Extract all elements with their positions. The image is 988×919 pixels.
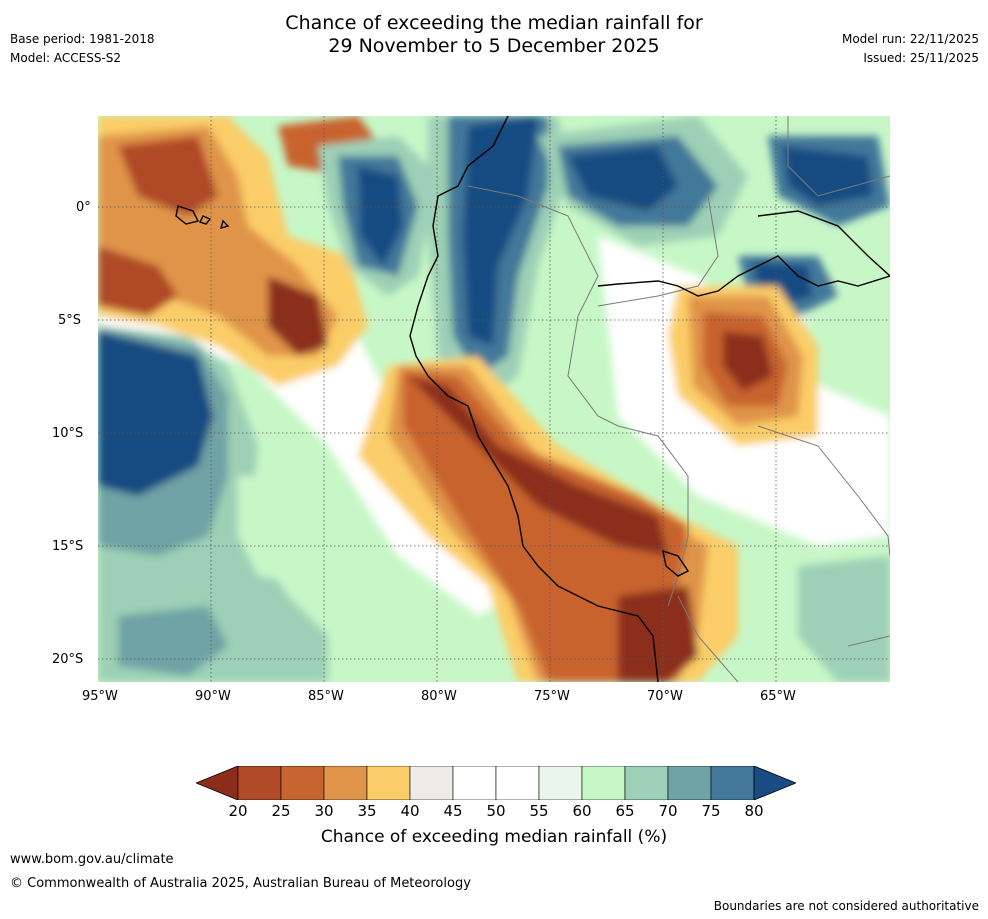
border-colombia-brazil (597, 195, 719, 307)
title-line-2: 29 November to 5 December 2025 (328, 35, 660, 57)
legend-bin-30-35 (323, 766, 368, 800)
coastline (175, 116, 890, 682)
legend-tick-40: 40 (400, 802, 420, 820)
borders (467, 116, 890, 682)
field-very-dry-nw-1 (98, 246, 178, 316)
legend-tick-50: 50 (486, 802, 506, 820)
legend-arrow-low (196, 766, 239, 800)
legend-bin-20-25 (237, 766, 282, 800)
issued-label: Issued: 25/11/2025 (863, 51, 979, 65)
field-very-wet-coastal (463, 116, 538, 346)
x-tick-75w: 75°W (534, 689, 570, 704)
title-line-1: Chance of exceeding the median rainfall … (285, 12, 703, 34)
y-tick-0: 0° (76, 200, 91, 215)
y-tick-5s: 5°S (58, 313, 82, 328)
legend-bin-55-60 (538, 766, 583, 800)
legend-colorbar (196, 766, 796, 800)
legend-tick-60: 60 (572, 802, 592, 820)
field-very-wet-north-central (358, 166, 403, 266)
website-link[interactable]: www.bom.gov.au/climate (10, 852, 174, 867)
legend-bin-60-65 (581, 766, 626, 800)
graticule (98, 116, 890, 682)
legend-bin-45-50 (452, 766, 497, 800)
model-run-label: Model run: 22/11/2025 (841, 32, 979, 46)
galapagos-island-3 (219, 219, 230, 230)
coastline-north-brazil (757, 210, 890, 277)
legend-bin-70-75 (667, 766, 712, 800)
x-tick-95w: 95°W (82, 689, 118, 704)
border-venezuela-guyana (787, 116, 890, 197)
galapagos-island-1 (175, 205, 200, 225)
legend-bin-50-55 (495, 766, 540, 800)
x-tick-70w: 70°W (647, 689, 683, 704)
map-title: Chance of exceeding the median rainfall … (0, 12, 988, 58)
field-extreme-dry-nw (268, 276, 328, 356)
field-very-wet-northeast (568, 146, 678, 211)
legend-arrow-high (753, 766, 796, 800)
legend-tick-70: 70 (658, 802, 678, 820)
legend-title: Chance of exceeding median rainfall (%) (320, 827, 668, 847)
border-peru-bolivia (617, 425, 689, 607)
legend-bin-25-30 (280, 766, 325, 800)
rainfall-probability-map[interactable] (98, 116, 890, 682)
probability-fields (98, 116, 890, 682)
legend-tick-80: 80 (744, 802, 764, 820)
legend-tick-55: 55 (529, 802, 549, 820)
model-label: Model: ACCESS-S2 (10, 51, 122, 65)
y-tick-15s: 15°S (52, 539, 84, 554)
x-tick-90w: 90°W (195, 689, 231, 704)
lake-titicaca (662, 549, 690, 577)
legend-tick-20: 20 (228, 802, 248, 820)
border-paraguay (847, 635, 890, 647)
legend-bin-65-70 (624, 766, 669, 800)
y-tick-20s: 20°S (52, 652, 84, 667)
legend-bin-35-40 (366, 766, 411, 800)
coastline-pacific (409, 116, 659, 682)
legend-tick-25: 25 (271, 802, 291, 820)
legend-bin-40-45 (409, 766, 454, 800)
x-tick-85w: 85°W (308, 689, 344, 704)
x-tick-65w: 65°W (760, 689, 796, 704)
x-tick-80w: 80°W (421, 689, 457, 704)
legend-bin-75-80 (710, 766, 755, 800)
field-very-wet-far-northeast (783, 146, 873, 206)
disclaimer-text: Boundaries are not considered authoritat… (713, 899, 979, 913)
border-ecuador-peru (467, 185, 619, 427)
field-very-dry-nw-2 (118, 136, 218, 216)
border-bolivia-brazil (757, 425, 890, 557)
field-very-wet-west (98, 331, 213, 496)
field-wet-southeast (798, 556, 890, 682)
legend-tick-30: 30 (314, 802, 334, 820)
legend-tick-65: 65 (615, 802, 635, 820)
y-tick-10s: 10°S (52, 426, 84, 441)
legend-tick-35: 35 (357, 802, 377, 820)
field-wet-southwest (118, 606, 228, 676)
field-very-dry-coastal (403, 371, 688, 682)
field-moist-southwest (238, 476, 348, 586)
legend-tick-45: 45 (443, 802, 463, 820)
legend-tick-75: 75 (701, 802, 721, 820)
coastline-amazon-river (597, 255, 890, 297)
galapagos-island-2 (199, 215, 212, 225)
copyright-text: © Commonwealth of Australia 2025, Austra… (10, 876, 471, 891)
base-period-label: Base period: 1981-2018 (10, 32, 155, 46)
field-extreme-dry-east (723, 331, 773, 391)
border-chile-argentina (677, 595, 739, 682)
field-extreme-dry-south (618, 586, 698, 682)
